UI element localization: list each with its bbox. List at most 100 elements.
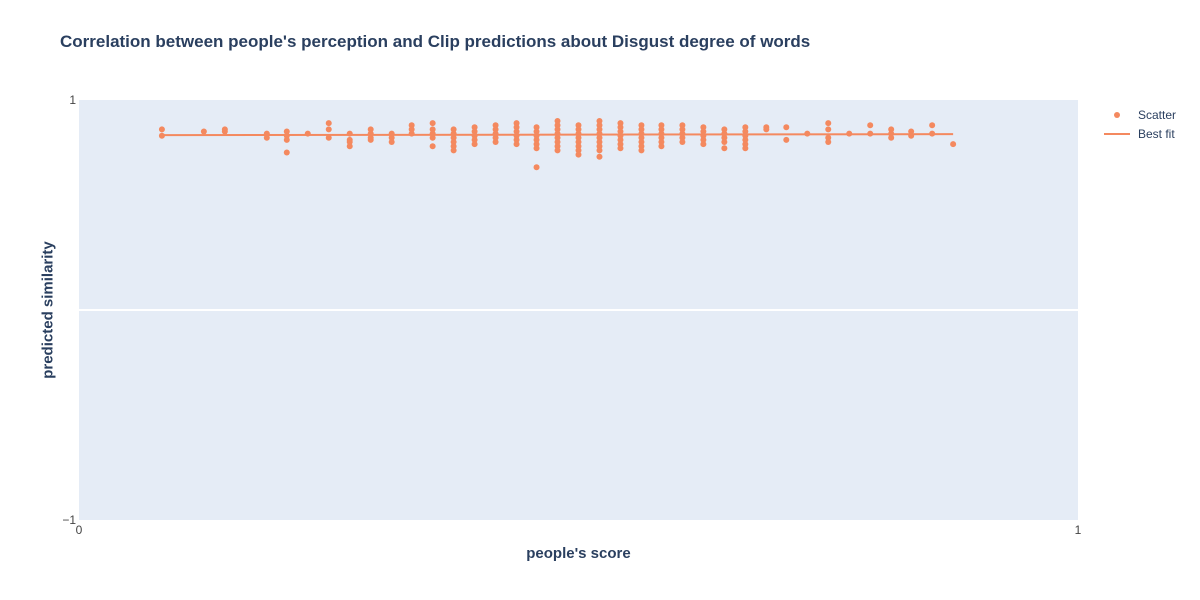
scatter-point — [742, 128, 749, 135]
axis-ticks: 1 −10 1 — [62, 93, 1081, 537]
scatter-point — [783, 124, 790, 131]
scatter-point — [742, 136, 749, 143]
scatter-point — [825, 134, 832, 141]
scatter-point — [533, 132, 540, 139]
scatter-point — [721, 126, 728, 133]
scatter-point — [513, 136, 520, 143]
scatter-point — [596, 153, 603, 160]
scatter-point — [450, 139, 457, 145]
scatter-point — [763, 126, 770, 133]
y-tick-label: −1 — [62, 513, 76, 527]
scatter-point — [617, 132, 624, 139]
scatter-point — [679, 122, 686, 129]
scatter-point — [283, 128, 290, 135]
scatter-point — [721, 134, 728, 141]
scatter-point — [596, 143, 603, 150]
scatter-point — [679, 126, 686, 133]
scatter-point — [513, 124, 520, 131]
scatter-point — [554, 118, 561, 124]
scatter-point — [617, 145, 624, 152]
scatter-point — [575, 126, 582, 133]
scatter-point — [471, 132, 478, 139]
scatter-point — [554, 122, 561, 129]
scatter-point — [513, 132, 520, 139]
scatter-point — [846, 130, 853, 137]
scatter-point — [429, 120, 436, 127]
scatter-point — [638, 122, 645, 129]
scatter-point — [283, 136, 290, 143]
scatter-point — [638, 139, 645, 145]
scatter-point — [367, 126, 374, 133]
scatter-point — [471, 136, 478, 143]
scatter-point — [742, 141, 749, 148]
legend-item-best-fit[interactable]: Best fit — [1100, 124, 1176, 143]
scatter-point — [596, 147, 603, 154]
chart-title: Correlation between people's perception … — [60, 32, 811, 51]
scatter-point — [450, 143, 457, 150]
scatter-point — [638, 143, 645, 150]
scatter-point — [575, 139, 582, 145]
scatter-point — [617, 136, 624, 143]
scatter-point — [429, 130, 436, 137]
scatter-point — [513, 128, 520, 135]
scatter-point — [554, 134, 561, 141]
scatter-point — [346, 139, 353, 145]
scatter-point — [658, 139, 665, 145]
scatter-point — [617, 128, 624, 135]
scatter-point — [638, 134, 645, 141]
scatter-point — [867, 122, 874, 129]
y-axis-label: predicted similarity — [39, 241, 57, 379]
scatter-point — [554, 126, 561, 133]
legend-item-scatter[interactable]: Scatter — [1100, 105, 1176, 124]
scatter-point — [533, 141, 540, 148]
scatter-point — [742, 124, 749, 131]
scatter-point — [596, 126, 603, 133]
legend-label-scatter: Scatter — [1138, 107, 1177, 122]
scatter-series — [158, 118, 957, 171]
scatter-point — [263, 130, 270, 137]
scatter-point — [388, 134, 395, 141]
scatter-point — [700, 136, 707, 143]
scatter-point — [596, 139, 603, 145]
scatter-point — [700, 128, 707, 135]
scatter-point — [533, 164, 540, 171]
scatter-point — [200, 128, 207, 135]
scatter-point — [908, 128, 915, 135]
scatter-point — [575, 147, 582, 154]
line-marker-icon — [1100, 128, 1134, 140]
scatter-point — [658, 122, 665, 129]
scatter-point — [638, 126, 645, 133]
scatter-point — [554, 130, 561, 137]
scatter-point — [658, 143, 665, 150]
scatter-point — [888, 130, 895, 137]
scatter-point — [283, 149, 290, 156]
scatter-point — [513, 120, 520, 127]
scatter-point — [658, 130, 665, 137]
scatter-point — [908, 132, 915, 139]
scatter-point — [429, 143, 436, 150]
scatter-point — [408, 122, 415, 129]
scatter-point — [950, 141, 957, 148]
scatter-point — [596, 134, 603, 141]
scatter-point — [533, 124, 540, 131]
scatter-point — [408, 130, 415, 137]
scatter-point — [742, 132, 749, 139]
scatter-point — [263, 134, 270, 141]
scatter-point — [929, 122, 936, 129]
scatter-point — [221, 128, 228, 135]
scatter-point — [888, 134, 895, 141]
scatter-point — [471, 128, 478, 135]
scatter-point — [658, 134, 665, 141]
scatter-point — [158, 126, 165, 133]
legend: Scatter Best fit — [1100, 105, 1176, 143]
scatter-point — [325, 126, 332, 133]
scatter-point — [575, 143, 582, 150]
scatter-point — [721, 130, 728, 137]
scatter-point — [533, 136, 540, 143]
scatter-point — [325, 134, 332, 141]
scatter-point — [471, 124, 478, 131]
scatter-point — [492, 134, 499, 141]
scatter-point — [450, 126, 457, 133]
scatter-point — [346, 143, 353, 150]
scatter-point — [471, 141, 478, 148]
